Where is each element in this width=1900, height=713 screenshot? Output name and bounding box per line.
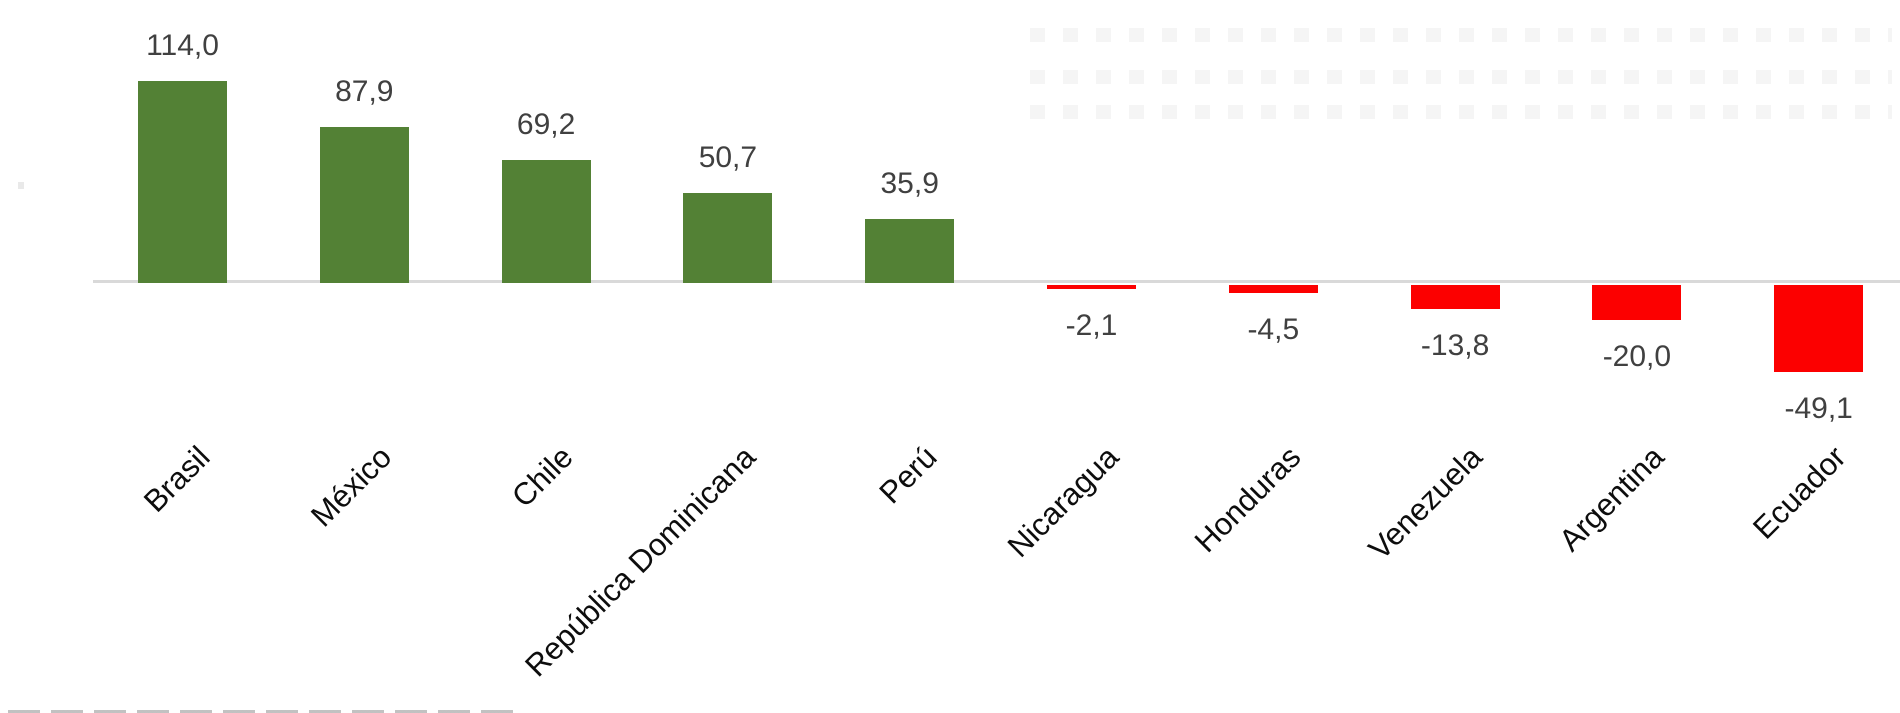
- category-label: Ecuador: [1746, 439, 1853, 546]
- watermark-artifact-row: [1030, 105, 1892, 119]
- bar-positive: [319, 127, 409, 283]
- bar-positive: [865, 219, 955, 283]
- value-label: 87,9: [335, 75, 394, 108]
- value-label: -4,5: [1247, 313, 1300, 346]
- x-axis-line: [93, 280, 1900, 283]
- category-label: Perú: [872, 439, 944, 511]
- value-label: 114,0: [146, 29, 219, 62]
- value-label: -13,8: [1420, 329, 1490, 362]
- value-label: -20,0: [1602, 340, 1672, 373]
- bar-positive: [138, 81, 227, 283]
- category-label: Brasil: [136, 439, 217, 519]
- left-edge-artifact: [18, 182, 24, 189]
- watermark-artifact-row: [1030, 28, 1892, 42]
- value-label: -2,1: [1065, 309, 1118, 342]
- bar-negative: [1410, 285, 1500, 309]
- bar-positive: [501, 160, 591, 283]
- category-label: Nicaragua: [1000, 439, 1126, 564]
- value-label: 35,9: [880, 167, 939, 200]
- value-label: 69,2: [516, 108, 576, 141]
- category-label: Argentina: [1552, 439, 1671, 558]
- cropped-caption-artifact: [8, 710, 520, 713]
- bar-positive: [683, 193, 773, 283]
- category-label: Honduras: [1187, 439, 1308, 560]
- bar-negative: [1228, 285, 1318, 293]
- bar-negative: [1774, 285, 1864, 372]
- watermark-artifact-row: [1030, 70, 1892, 84]
- category-label: Chile: [505, 439, 581, 515]
- category-label: Venezuela: [1362, 439, 1490, 567]
- value-label: -49,1: [1784, 392, 1853, 425]
- value-label: 50,7: [698, 141, 758, 174]
- category-label: México: [304, 439, 399, 534]
- bar-negative: [1047, 285, 1136, 289]
- bar-negative: [1592, 285, 1682, 320]
